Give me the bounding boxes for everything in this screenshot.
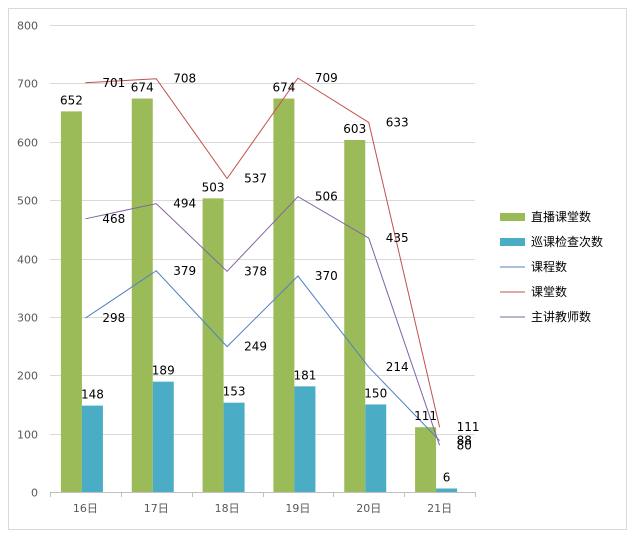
bar-data-label: 189 (152, 364, 175, 378)
bar (415, 427, 437, 492)
line-data-label: 80 (457, 438, 472, 452)
series-line (85, 77, 441, 428)
bar (344, 139, 366, 492)
line-series (85, 77, 441, 446)
line-data-label: 111 (457, 420, 480, 434)
bar (60, 111, 82, 493)
bar-data-label: 674 (272, 81, 295, 95)
line-data-label: 88 (457, 434, 472, 448)
bar (152, 381, 174, 492)
chart-frame (8, 8, 627, 530)
line-data-label: 435 (386, 231, 409, 245)
line-data-label: 298 (102, 311, 125, 325)
y-tick-label: 0 (31, 487, 38, 500)
bar (223, 402, 245, 492)
y-tick-label: 600 (17, 137, 38, 150)
bar-data-label: 111 (414, 409, 437, 423)
y-axis: 0 100 200 300 400 500 600 700 800 (17, 20, 38, 500)
bar (202, 198, 224, 492)
y-tick-label: 100 (17, 429, 38, 442)
bar-data-label: 652 (60, 93, 83, 107)
line-data-label: 708 (173, 72, 196, 86)
legend-label: 巡课检查次数 (531, 234, 603, 249)
gridlines (50, 25, 475, 493)
bar (131, 98, 153, 493)
line-data-label: 214 (386, 360, 409, 374)
series-line (85, 195, 441, 446)
bar (273, 98, 295, 493)
line-data-label: 633 (386, 115, 409, 129)
x-tick-label: 19日 (285, 502, 310, 515)
y-tick-label: 400 (17, 254, 38, 267)
line-data-label: 506 (315, 190, 338, 204)
legend-label: 直播课堂数 (531, 209, 591, 224)
line-data-label: 249 (244, 340, 267, 354)
legend-swatch (500, 213, 525, 221)
series-line (85, 270, 440, 441)
y-tick-label: 700 (17, 78, 38, 91)
line-data-label: 709 (315, 71, 338, 85)
x-tick-label: 20日 (356, 502, 381, 515)
data-labels: 652 674 503 674 603 111 148 189 153 181 150 6 298 379… (60, 71, 480, 484)
y-tick-label: 500 (17, 195, 38, 208)
legend-label: 课程数 (531, 259, 567, 274)
legend-swatch (500, 238, 525, 246)
bar-data-label: 674 (131, 81, 154, 95)
bar-data-label: 6 (443, 470, 451, 484)
line-data-label: 701 (102, 76, 125, 90)
bar-data-label: 603 (343, 122, 366, 136)
bar-data-label: 181 (293, 368, 316, 382)
line-data-label: 378 (244, 264, 267, 278)
line-data-label: 370 (315, 269, 338, 283)
bar (81, 405, 103, 492)
line-data-label: 537 (244, 172, 267, 186)
x-axis: 16日 17日 18日 19日 20日 21日 (50, 492, 476, 515)
x-tick-label: 16日 (73, 502, 98, 515)
bar (436, 488, 458, 492)
bar-data-label: 148 (81, 388, 104, 402)
line-data-label: 494 (173, 197, 196, 211)
y-tick-label: 800 (17, 20, 38, 33)
x-tick-label: 21日 (427, 502, 452, 515)
bar-data-label: 153 (223, 385, 246, 399)
y-tick-label: 300 (17, 312, 38, 325)
legend-label: 课堂数 (531, 284, 567, 299)
line-data-label: 468 (102, 212, 125, 226)
bar (294, 386, 316, 492)
x-tick-label: 17日 (144, 502, 169, 515)
y-tick-label: 200 (17, 370, 38, 383)
bar-series (60, 98, 458, 493)
bar-data-label: 150 (364, 386, 387, 400)
line-data-label: 379 (173, 264, 196, 278)
bar-data-label: 503 (202, 180, 225, 194)
x-tick-label: 18日 (215, 502, 240, 515)
bar (365, 404, 387, 492)
legend-label: 主讲教师数 (531, 309, 591, 324)
